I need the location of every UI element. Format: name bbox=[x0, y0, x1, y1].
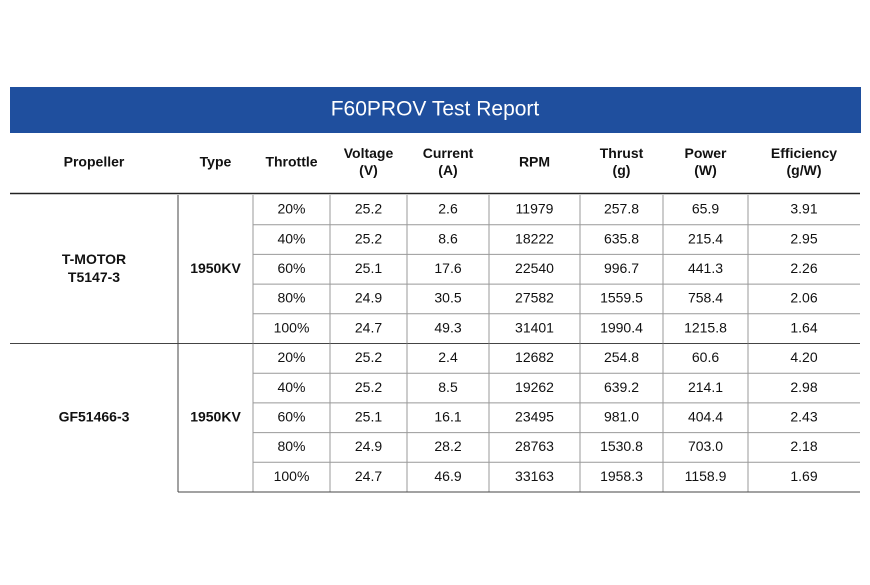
header-cell: RPM bbox=[519, 154, 550, 170]
header-cell: (g) bbox=[613, 162, 631, 178]
cell: 24.9 bbox=[355, 438, 382, 454]
header-cell: Power bbox=[684, 145, 727, 161]
cell: 3.91 bbox=[790, 201, 817, 217]
cell: 33163 bbox=[515, 468, 554, 484]
cell: 2.43 bbox=[790, 408, 817, 424]
header-cell: (W) bbox=[694, 162, 717, 178]
cell: 30.5 bbox=[434, 290, 461, 306]
cell: 214.1 bbox=[688, 379, 723, 395]
cell: 441.3 bbox=[688, 260, 723, 276]
cell: 24.7 bbox=[355, 319, 382, 335]
cell: 60.6 bbox=[692, 349, 719, 365]
header-cell: Type bbox=[200, 154, 232, 170]
cell: 23495 bbox=[515, 408, 554, 424]
cell: 24.9 bbox=[355, 290, 382, 306]
cell: 703.0 bbox=[688, 438, 723, 454]
cell: 25.2 bbox=[355, 230, 382, 246]
title: F60PROV Test Report bbox=[331, 98, 540, 121]
cell: 12682 bbox=[515, 349, 554, 365]
cell: 25.2 bbox=[355, 379, 382, 395]
cell: 18222 bbox=[515, 230, 554, 246]
cell: 28.2 bbox=[434, 438, 461, 454]
header-cell: Voltage bbox=[344, 145, 394, 161]
cell: 100% bbox=[274, 319, 310, 335]
cell: 2.26 bbox=[790, 260, 817, 276]
cell: 46.9 bbox=[434, 468, 461, 484]
header-cell: Propeller bbox=[64, 154, 125, 170]
cell: 16.1 bbox=[434, 408, 461, 424]
cell: 2.4 bbox=[438, 349, 458, 365]
cell: 1530.8 bbox=[600, 438, 643, 454]
cell: 981.0 bbox=[604, 408, 639, 424]
propeller: T-MOTOR bbox=[62, 251, 126, 267]
header-cell: Efficiency bbox=[771, 145, 837, 161]
cell: 257.8 bbox=[604, 201, 639, 217]
propeller: GF51466-3 bbox=[59, 408, 130, 424]
cell: 2.06 bbox=[790, 290, 817, 306]
cell: 40% bbox=[277, 379, 305, 395]
cell: 2.98 bbox=[790, 379, 817, 395]
cell: 24.7 bbox=[355, 468, 382, 484]
cell: 25.2 bbox=[355, 201, 382, 217]
cell: 404.4 bbox=[688, 408, 723, 424]
cell: 2.95 bbox=[790, 230, 817, 246]
cell: 2.6 bbox=[438, 201, 458, 217]
cell: 1958.3 bbox=[600, 468, 643, 484]
header-cell: Current bbox=[423, 145, 474, 161]
cell: 639.2 bbox=[604, 379, 639, 395]
cell: 254.8 bbox=[604, 349, 639, 365]
motor-type: 1950KV bbox=[190, 260, 241, 276]
cell: 60% bbox=[277, 408, 305, 424]
cell: 80% bbox=[277, 438, 305, 454]
header-cell: Thrust bbox=[600, 145, 644, 161]
cell: 20% bbox=[277, 349, 305, 365]
title-bar bbox=[10, 87, 861, 133]
cell: 215.4 bbox=[688, 230, 723, 246]
header-cell: (g/W) bbox=[787, 162, 822, 178]
cell: 20% bbox=[277, 201, 305, 217]
cell: 1.64 bbox=[790, 319, 817, 335]
cell: 8.6 bbox=[438, 230, 458, 246]
cell: 100% bbox=[274, 468, 310, 484]
cell: 1158.9 bbox=[685, 468, 727, 484]
cell: 996.7 bbox=[604, 260, 639, 276]
cell: 1990.4 bbox=[600, 319, 643, 335]
cell: 2.18 bbox=[790, 438, 817, 454]
cell: 65.9 bbox=[692, 201, 719, 217]
motor-type: 1950KV bbox=[190, 408, 241, 424]
cell: 8.5 bbox=[438, 379, 458, 395]
cell: 11979 bbox=[516, 201, 554, 217]
cell: 1215.8 bbox=[684, 319, 727, 335]
cell: 19262 bbox=[515, 379, 554, 395]
cell: 635.8 bbox=[604, 230, 639, 246]
cell: 1.69 bbox=[790, 468, 817, 484]
cell: 28763 bbox=[515, 438, 554, 454]
cell: 25.1 bbox=[355, 260, 382, 276]
header-cell: (V) bbox=[359, 162, 378, 178]
header-cell: (A) bbox=[438, 162, 457, 178]
cell: 25.2 bbox=[355, 349, 382, 365]
header-cell: Throttle bbox=[265, 154, 317, 170]
cell: 27582 bbox=[515, 290, 554, 306]
cell: 17.6 bbox=[434, 260, 461, 276]
cell: 40% bbox=[277, 230, 305, 246]
cell: 80% bbox=[277, 290, 305, 306]
cell: 1559.5 bbox=[600, 290, 643, 306]
cell: 31401 bbox=[515, 319, 554, 335]
cell: 758.4 bbox=[688, 290, 723, 306]
propeller: T5147-3 bbox=[68, 269, 120, 285]
cell: 25.1 bbox=[355, 408, 382, 424]
cell: 4.20 bbox=[790, 349, 817, 365]
cell: 60% bbox=[277, 260, 305, 276]
cell: 49.3 bbox=[434, 319, 461, 335]
cell: 22540 bbox=[515, 260, 554, 276]
